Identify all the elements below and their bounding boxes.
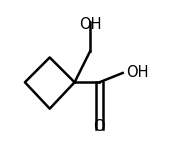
Text: O: O [94,119,105,134]
Text: OH: OH [79,17,101,32]
Text: OH: OH [126,66,148,81]
